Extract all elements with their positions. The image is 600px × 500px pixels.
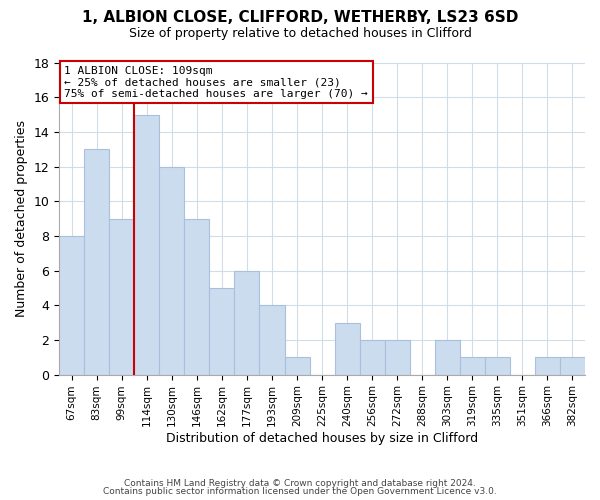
Bar: [359, 340, 385, 374]
Text: 1 ALBION CLOSE: 109sqm
← 25% of detached houses are smaller (23)
75% of semi-det: 1 ALBION CLOSE: 109sqm ← 25% of detached…: [64, 66, 368, 99]
Bar: [435, 340, 460, 374]
Bar: [259, 305, 284, 374]
Bar: [460, 358, 485, 374]
X-axis label: Distribution of detached houses by size in Clifford: Distribution of detached houses by size …: [166, 432, 478, 445]
Bar: [184, 218, 209, 374]
Bar: [485, 358, 510, 374]
Bar: [335, 322, 359, 374]
Y-axis label: Number of detached properties: Number of detached properties: [15, 120, 28, 317]
Bar: [59, 236, 84, 374]
Bar: [84, 149, 109, 374]
Bar: [560, 358, 585, 374]
Bar: [385, 340, 410, 374]
Bar: [235, 270, 259, 374]
Bar: [284, 358, 310, 374]
Bar: [134, 114, 160, 374]
Text: Contains public sector information licensed under the Open Government Licence v3: Contains public sector information licen…: [103, 487, 497, 496]
Text: Contains HM Land Registry data © Crown copyright and database right 2024.: Contains HM Land Registry data © Crown c…: [124, 478, 476, 488]
Bar: [535, 358, 560, 374]
Text: Size of property relative to detached houses in Clifford: Size of property relative to detached ho…: [128, 28, 472, 40]
Bar: [109, 218, 134, 374]
Bar: [160, 166, 184, 374]
Bar: [209, 288, 235, 374]
Text: 1, ALBION CLOSE, CLIFFORD, WETHERBY, LS23 6SD: 1, ALBION CLOSE, CLIFFORD, WETHERBY, LS2…: [82, 10, 518, 25]
